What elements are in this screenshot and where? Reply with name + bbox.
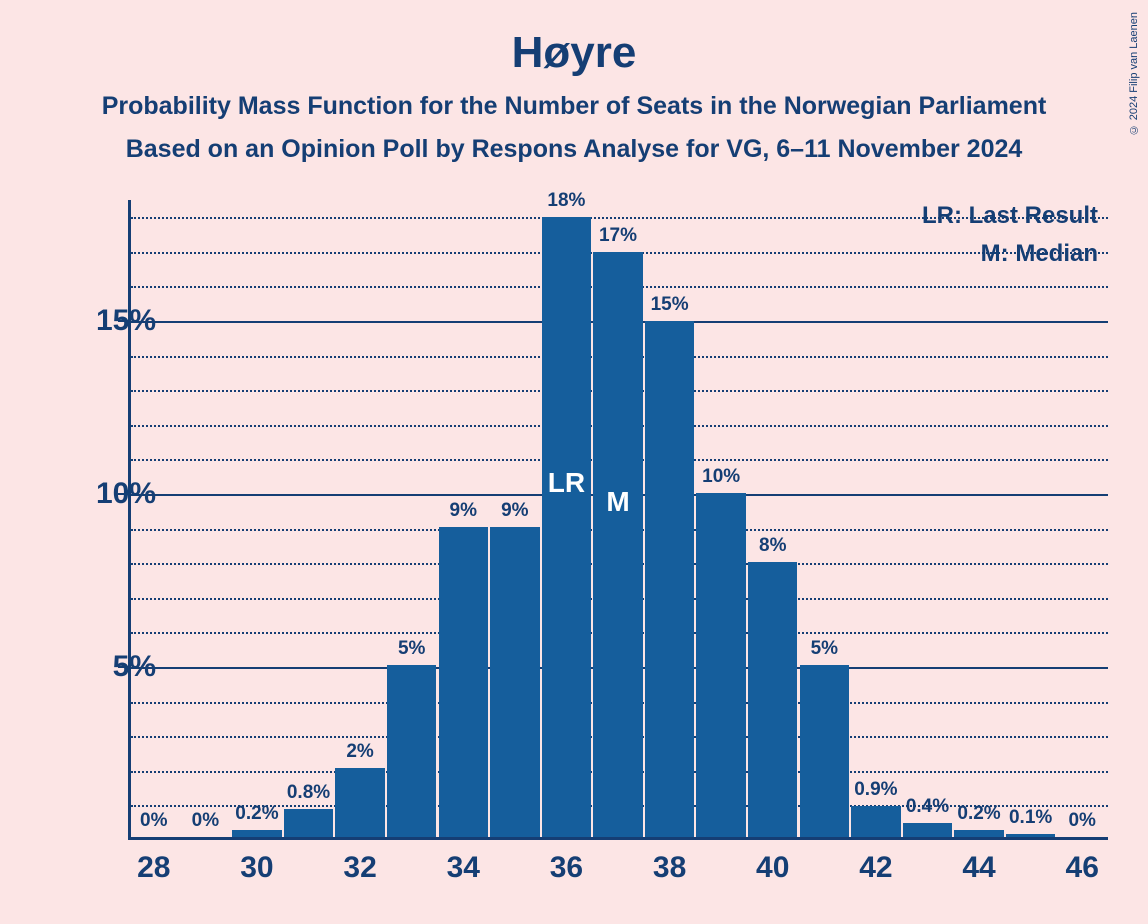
bar-annotation: LR [548,467,585,499]
bar [903,823,953,837]
bar-value-label: 0.8% [287,782,330,804]
y-tick-label: 10% [96,477,156,511]
x-tick-label: 28 [137,851,170,885]
x-tick-label: 32 [343,851,376,885]
x-tick-label: 34 [447,851,480,885]
bar-value-label: 9% [501,500,528,522]
bar [1006,834,1056,837]
x-tick-label: 36 [550,851,583,885]
legend-last-result: LR: Last Result [922,202,1098,230]
x-tick-label: 42 [859,851,892,885]
bar [542,217,592,837]
bar-value-label: 0.2% [235,803,278,825]
bar [593,252,643,837]
bar [335,768,385,837]
x-tick-label: 40 [756,851,789,885]
plot-area: 0%0%0.2%0.8%2%5%9%9%18%17%15%10%8%5%0.9%… [128,200,1108,840]
y-tick-label: 15% [96,304,156,338]
bar [284,809,334,837]
bar-value-label: 0.1% [1009,807,1052,829]
x-tick-label: 44 [962,851,995,885]
chart-container: Høyre Probability Mass Function for the … [0,0,1148,924]
bar-value-label: 8% [759,535,786,557]
bar-value-label: 10% [702,466,740,488]
bar-value-label: 5% [811,638,838,660]
bar-value-label: 0.4% [906,796,949,818]
bar-value-label: 15% [651,294,689,316]
bar-value-label: 17% [599,225,637,247]
bar [232,830,282,837]
x-tick-label: 46 [1066,851,1099,885]
bar-value-label: 18% [547,190,585,212]
bar-value-label: 0% [1068,810,1095,832]
bar-value-label: 2% [346,741,373,763]
x-axis [128,837,1108,840]
chart-subtitle-1: Probability Mass Function for the Number… [0,92,1148,121]
bar [696,493,746,837]
bar-value-label: 0.9% [854,779,897,801]
bar [748,562,798,837]
legend-median: M: Median [981,240,1098,268]
bar [439,527,489,837]
x-tick-label: 38 [653,851,686,885]
bar [645,321,695,837]
copyright-text: © 2024 Filip van Laenen [1128,12,1140,135]
chart-subtitle-2: Based on an Opinion Poll by Respons Anal… [0,135,1148,164]
bar [800,665,850,837]
y-tick-label: 5% [113,650,156,684]
bar [490,527,540,837]
chart-title: Høyre [0,0,1148,78]
bar-value-label: 9% [450,500,477,522]
bar-value-label: 5% [398,638,425,660]
bar-value-label: 0.2% [957,803,1000,825]
bar [954,830,1004,837]
bar [851,806,901,837]
y-axis [128,200,131,840]
x-tick-label: 30 [240,851,273,885]
bar [387,665,437,837]
bar-annotation: M [606,486,629,518]
bar-value-label: 0% [140,810,167,832]
bar-value-label: 0% [192,810,219,832]
